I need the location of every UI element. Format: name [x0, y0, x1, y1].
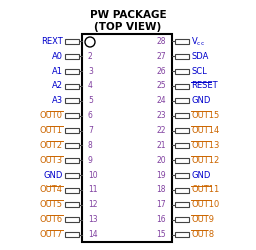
- Text: 16: 16: [156, 215, 166, 224]
- Text: 20: 20: [156, 156, 166, 165]
- Bar: [65, 69, 79, 74]
- Text: A0: A0: [52, 52, 63, 61]
- Text: RESET: RESET: [191, 82, 218, 90]
- Text: OUT3: OUT3: [40, 156, 63, 165]
- Bar: [65, 84, 79, 88]
- Bar: [175, 84, 189, 88]
- Text: 28: 28: [156, 37, 166, 46]
- Text: OUT7: OUT7: [40, 230, 63, 239]
- Text: A3: A3: [52, 96, 63, 105]
- Text: 9: 9: [88, 156, 93, 165]
- Text: REXT: REXT: [41, 37, 63, 46]
- Text: A1: A1: [52, 67, 63, 76]
- Text: OUT9: OUT9: [191, 215, 214, 224]
- Text: 25: 25: [156, 82, 166, 90]
- Text: OUT8: OUT8: [191, 230, 214, 239]
- Text: 4: 4: [88, 82, 93, 90]
- Bar: [175, 232, 189, 237]
- Text: OUT0: OUT0: [40, 111, 63, 120]
- Bar: [65, 128, 79, 133]
- Text: 14: 14: [88, 230, 98, 239]
- Text: 5: 5: [88, 96, 93, 105]
- Text: OUT14: OUT14: [191, 126, 219, 135]
- Text: 24: 24: [156, 96, 166, 105]
- Bar: [65, 202, 79, 207]
- Text: 22: 22: [156, 126, 166, 135]
- Bar: [65, 39, 79, 44]
- Text: V$_{\mathsf{cc}}$: V$_{\mathsf{cc}}$: [191, 35, 205, 48]
- Text: GND: GND: [191, 171, 210, 180]
- Text: 3: 3: [88, 67, 93, 76]
- Bar: [65, 143, 79, 148]
- Text: 26: 26: [156, 67, 166, 76]
- Bar: [175, 173, 189, 178]
- Text: OUT10: OUT10: [191, 200, 219, 209]
- Bar: [175, 98, 189, 103]
- Bar: [175, 113, 189, 118]
- Bar: [65, 54, 79, 59]
- Bar: [175, 217, 189, 222]
- Text: OUT12: OUT12: [191, 156, 219, 165]
- Text: GND: GND: [44, 171, 63, 180]
- Text: 11: 11: [88, 186, 98, 194]
- Text: GND: GND: [191, 96, 210, 105]
- Bar: [65, 232, 79, 237]
- Bar: [175, 202, 189, 207]
- Bar: [65, 217, 79, 222]
- Text: 7: 7: [88, 126, 93, 135]
- Text: 1: 1: [88, 37, 93, 46]
- Text: SCL: SCL: [191, 67, 207, 76]
- Circle shape: [85, 37, 95, 47]
- Text: OUT5: OUT5: [40, 200, 63, 209]
- Text: 18: 18: [156, 186, 166, 194]
- Text: 27: 27: [156, 52, 166, 61]
- Text: 12: 12: [88, 200, 98, 209]
- Bar: [175, 158, 189, 163]
- Text: OUT15: OUT15: [191, 111, 219, 120]
- Text: OUT13: OUT13: [191, 141, 219, 150]
- Bar: [175, 69, 189, 74]
- Text: OUT4: OUT4: [40, 186, 63, 194]
- Bar: [175, 39, 189, 44]
- Bar: [65, 188, 79, 192]
- Bar: [65, 113, 79, 118]
- Bar: [65, 98, 79, 103]
- Text: OUT6: OUT6: [40, 215, 63, 224]
- Text: 2: 2: [88, 52, 93, 61]
- Bar: [175, 188, 189, 192]
- Text: 10: 10: [88, 171, 98, 180]
- Text: 23: 23: [156, 111, 166, 120]
- Text: 19: 19: [156, 171, 166, 180]
- Text: 21: 21: [156, 141, 166, 150]
- Text: 15: 15: [156, 230, 166, 239]
- Bar: [82, 34, 172, 242]
- Bar: [175, 143, 189, 148]
- Bar: [65, 158, 79, 163]
- Text: 6: 6: [88, 111, 93, 120]
- Text: 8: 8: [88, 141, 93, 150]
- Text: OUT2: OUT2: [40, 141, 63, 150]
- Text: 13: 13: [88, 215, 98, 224]
- Text: 17: 17: [156, 200, 166, 209]
- Bar: [175, 128, 189, 133]
- Text: OUT11: OUT11: [191, 186, 219, 194]
- Text: PW PACKAGE: PW PACKAGE: [90, 10, 166, 20]
- Text: SDA: SDA: [191, 52, 208, 61]
- Text: (TOP VIEW): (TOP VIEW): [94, 22, 162, 32]
- Bar: [175, 54, 189, 59]
- Text: OUT1: OUT1: [40, 126, 63, 135]
- Bar: [65, 173, 79, 178]
- Text: A2: A2: [52, 82, 63, 90]
